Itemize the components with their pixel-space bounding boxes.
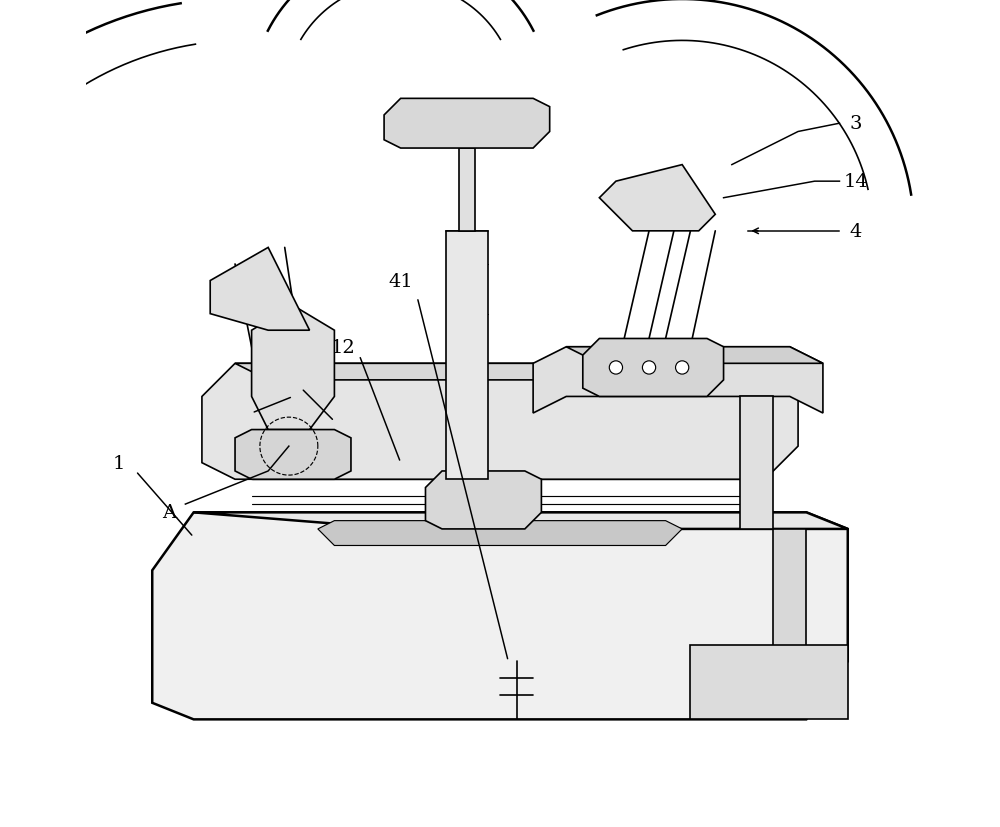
Polygon shape: [566, 347, 823, 364]
Text: 3: 3: [850, 115, 862, 133]
Text: 4: 4: [850, 222, 862, 241]
Text: 41: 41: [388, 272, 413, 290]
Polygon shape: [446, 232, 488, 480]
Polygon shape: [318, 521, 682, 546]
Circle shape: [642, 361, 656, 375]
Text: 14: 14: [844, 173, 868, 191]
Polygon shape: [740, 397, 773, 529]
Polygon shape: [384, 99, 550, 149]
Polygon shape: [235, 430, 351, 480]
Polygon shape: [252, 306, 334, 430]
Polygon shape: [690, 645, 848, 719]
Polygon shape: [773, 529, 806, 662]
Polygon shape: [583, 339, 724, 397]
Polygon shape: [459, 149, 475, 232]
Circle shape: [676, 361, 689, 375]
Text: 12: 12: [330, 338, 355, 356]
Polygon shape: [425, 471, 541, 529]
Polygon shape: [194, 513, 848, 529]
Polygon shape: [210, 248, 310, 331]
Polygon shape: [235, 364, 798, 380]
Polygon shape: [152, 513, 848, 719]
Polygon shape: [533, 347, 823, 414]
Text: 1: 1: [113, 454, 125, 472]
Circle shape: [609, 361, 623, 375]
Text: 11: 11: [272, 371, 297, 390]
Text: A: A: [162, 504, 176, 522]
Polygon shape: [202, 364, 798, 480]
Polygon shape: [599, 165, 715, 232]
Text: 13: 13: [223, 404, 247, 423]
